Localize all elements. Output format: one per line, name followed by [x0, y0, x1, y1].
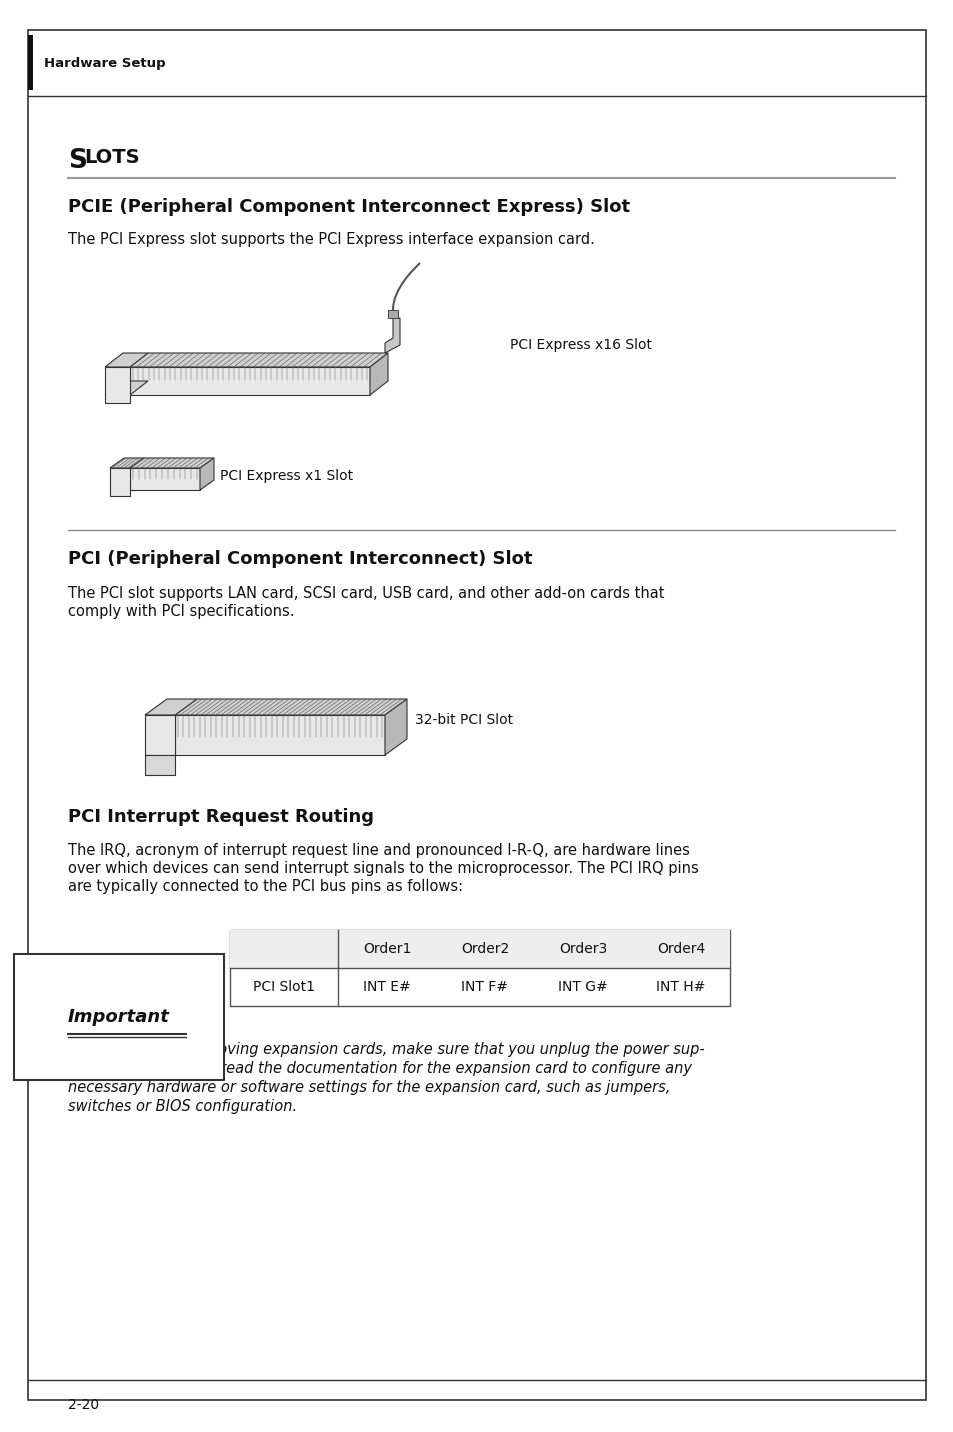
- Polygon shape: [130, 458, 213, 468]
- Text: PCI Slot1: PCI Slot1: [253, 979, 314, 994]
- Polygon shape: [174, 699, 407, 715]
- Text: Order2: Order2: [460, 942, 509, 957]
- Polygon shape: [370, 354, 388, 395]
- Text: PCI Interrupt Request Routing: PCI Interrupt Request Routing: [68, 808, 374, 826]
- Polygon shape: [385, 318, 399, 354]
- Polygon shape: [130, 468, 200, 490]
- Polygon shape: [145, 755, 174, 775]
- Bar: [388, 309, 397, 318]
- Polygon shape: [105, 381, 148, 395]
- Text: PCI (Peripheral Component Interconnect) Slot: PCI (Peripheral Component Interconnect) …: [68, 550, 532, 569]
- Polygon shape: [174, 715, 385, 755]
- Polygon shape: [105, 354, 148, 367]
- Text: 32-bit PCI Slot: 32-bit PCI Slot: [415, 713, 513, 727]
- Text: Important: Important: [68, 1008, 170, 1025]
- Polygon shape: [130, 354, 388, 367]
- Text: PCI Express x16 Slot: PCI Express x16 Slot: [510, 338, 651, 352]
- Text: INT E#: INT E#: [363, 979, 411, 994]
- Text: Order4: Order4: [657, 942, 704, 957]
- Text: Hardware Setup: Hardware Setup: [44, 56, 166, 70]
- Text: ply first. Meanwhile, read the documentation for the expansion card to configure: ply first. Meanwhile, read the documenta…: [68, 1061, 691, 1075]
- Text: INT H#: INT H#: [656, 979, 705, 994]
- Bar: [230, 929, 729, 968]
- Text: INT G#: INT G#: [558, 979, 607, 994]
- Text: Order1: Order1: [362, 942, 411, 957]
- Text: necessary hardware or software settings for the expansion card, such as jumpers,: necessary hardware or software settings …: [68, 1080, 670, 1095]
- Polygon shape: [130, 367, 370, 395]
- Polygon shape: [385, 699, 407, 755]
- Text: The PCI Express slot supports the PCI Express interface expansion card.: The PCI Express slot supports the PCI Ex…: [68, 232, 595, 246]
- Text: PCI Express x1 Slot: PCI Express x1 Slot: [220, 470, 353, 483]
- Bar: [230, 929, 729, 1007]
- Text: When adding or removing expansion cards, make sure that you unplug the power sup: When adding or removing expansion cards,…: [68, 1042, 704, 1057]
- Polygon shape: [110, 458, 144, 468]
- Text: The PCI slot supports LAN card, SCSI card, USB card, and other add-on cards that: The PCI slot supports LAN card, SCSI car…: [68, 586, 664, 601]
- Text: LOTS: LOTS: [84, 147, 139, 168]
- Polygon shape: [200, 458, 213, 490]
- Text: are typically connected to the PCI bus pins as follows:: are typically connected to the PCI bus p…: [68, 879, 462, 894]
- Text: S: S: [68, 147, 87, 175]
- Bar: [28, 34, 33, 90]
- Text: PCIE (Peripheral Component Interconnect Express) Slot: PCIE (Peripheral Component Interconnect …: [68, 198, 630, 216]
- Text: 2-20: 2-20: [68, 1398, 99, 1412]
- Text: switches or BIOS configuration.: switches or BIOS configuration.: [68, 1098, 296, 1114]
- Text: over which devices can send interrupt signals to the microprocessor. The PCI IRQ: over which devices can send interrupt si…: [68, 861, 698, 876]
- Polygon shape: [145, 715, 174, 755]
- Text: INT F#: INT F#: [461, 979, 508, 994]
- Text: comply with PCI specifications.: comply with PCI specifications.: [68, 604, 294, 619]
- Text: The IRQ, acronym of interrupt request line and pronounced I-R-Q, are hardware li: The IRQ, acronym of interrupt request li…: [68, 843, 689, 858]
- Polygon shape: [145, 699, 196, 715]
- Polygon shape: [105, 367, 130, 402]
- Polygon shape: [110, 468, 130, 495]
- Text: Order3: Order3: [558, 942, 606, 957]
